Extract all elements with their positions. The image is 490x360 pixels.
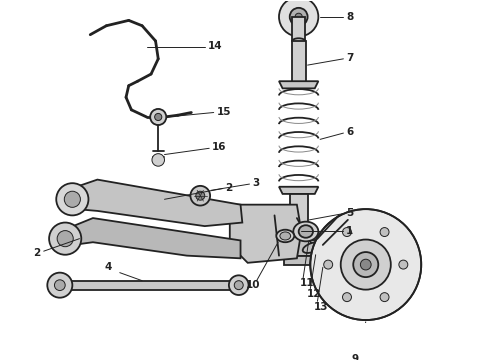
Text: 11: 11 [299,278,314,288]
Circle shape [196,191,205,200]
Circle shape [150,109,166,125]
Circle shape [290,8,308,26]
Text: 16: 16 [212,143,226,152]
Text: 12: 12 [307,289,321,299]
Ellipse shape [294,222,318,241]
Text: 3: 3 [252,178,259,188]
Text: 9: 9 [351,354,359,360]
Circle shape [234,281,243,290]
Circle shape [353,252,378,277]
Circle shape [191,186,210,206]
Polygon shape [292,41,306,86]
Circle shape [343,293,351,302]
Text: 2: 2 [33,248,40,258]
Circle shape [152,154,165,166]
Circle shape [48,273,73,298]
Text: 5: 5 [346,208,353,218]
Text: 15: 15 [217,107,231,117]
Text: 8: 8 [346,12,353,22]
Polygon shape [60,218,241,258]
Text: 1: 1 [346,226,353,235]
Text: 14: 14 [207,41,222,51]
Polygon shape [230,204,301,263]
Text: 13: 13 [314,302,328,312]
Circle shape [341,239,391,290]
Polygon shape [284,256,313,265]
Circle shape [324,260,333,269]
Ellipse shape [280,232,291,240]
Polygon shape [279,240,319,256]
Ellipse shape [310,257,325,267]
Circle shape [64,191,80,207]
Ellipse shape [293,38,305,44]
Ellipse shape [276,230,294,242]
Circle shape [380,293,389,302]
Polygon shape [66,180,243,226]
Polygon shape [293,17,305,41]
Circle shape [57,231,73,247]
Polygon shape [54,281,245,290]
Text: 4: 4 [104,262,112,272]
Circle shape [279,0,319,36]
Circle shape [229,275,248,295]
Polygon shape [279,187,319,194]
Text: 7: 7 [346,53,353,63]
Circle shape [56,183,89,215]
Text: 6: 6 [346,127,353,137]
Circle shape [49,222,81,255]
Text: 2: 2 [225,183,233,193]
Circle shape [54,280,65,291]
Text: 10: 10 [246,280,260,290]
Polygon shape [290,194,308,242]
Polygon shape [279,81,319,88]
Circle shape [399,260,408,269]
Circle shape [310,209,421,320]
Ellipse shape [303,242,321,253]
Circle shape [361,259,371,270]
Circle shape [343,228,351,237]
Circle shape [155,113,162,121]
Circle shape [380,228,389,237]
Circle shape [295,13,302,21]
Ellipse shape [299,225,313,238]
